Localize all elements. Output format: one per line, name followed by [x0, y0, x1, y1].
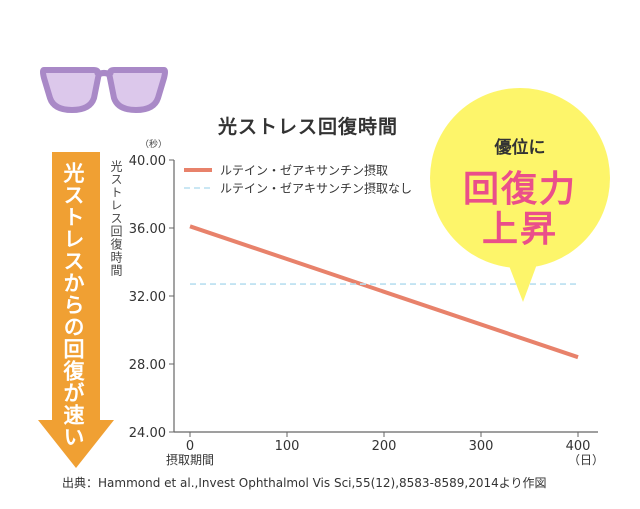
y-tick-label: 32.00	[129, 290, 166, 305]
chart-title: 光ストレス回復時間	[218, 116, 399, 138]
x-tick-label: 100	[275, 439, 300, 454]
legend-label-0: ルテイン・ゼアキサンチン摂取	[220, 163, 388, 178]
callout-line1: 優位に	[494, 138, 546, 158]
x-tick-label: 0	[186, 439, 194, 454]
legend-label-1: ルテイン・ゼアキサンチン摂取なし	[220, 181, 412, 196]
x-tick-label: 300	[469, 439, 494, 454]
x-tick-label: 400	[566, 439, 591, 454]
x-tick-label: 200	[372, 439, 397, 454]
y-axis-label: 光ストレス回復時間	[109, 160, 123, 277]
series-line-0	[189, 224, 579, 360]
x-axis-label: 摂取期間	[166, 453, 215, 467]
y-axis-unit: （秒）	[140, 140, 168, 150]
down-arrow	[38, 152, 114, 468]
y-tick-label: 28.00	[129, 358, 166, 373]
callout-line2: 回復力	[462, 169, 577, 210]
callout-line3: 上昇	[481, 209, 558, 250]
y-tick-label: 24.00	[129, 426, 166, 441]
arrow-label: 光ストレスからの回復が速い	[61, 162, 85, 448]
x-axis-unit: （日）	[568, 453, 605, 467]
y-tick-label: 40.00	[129, 154, 166, 169]
glasses-icon	[40, 67, 168, 113]
callout-bubble	[430, 88, 610, 302]
y-tick-label: 36.00	[129, 222, 166, 237]
source-citation: 出典：Hammond et al.,Invest Ophthalmol Vis …	[62, 476, 547, 490]
